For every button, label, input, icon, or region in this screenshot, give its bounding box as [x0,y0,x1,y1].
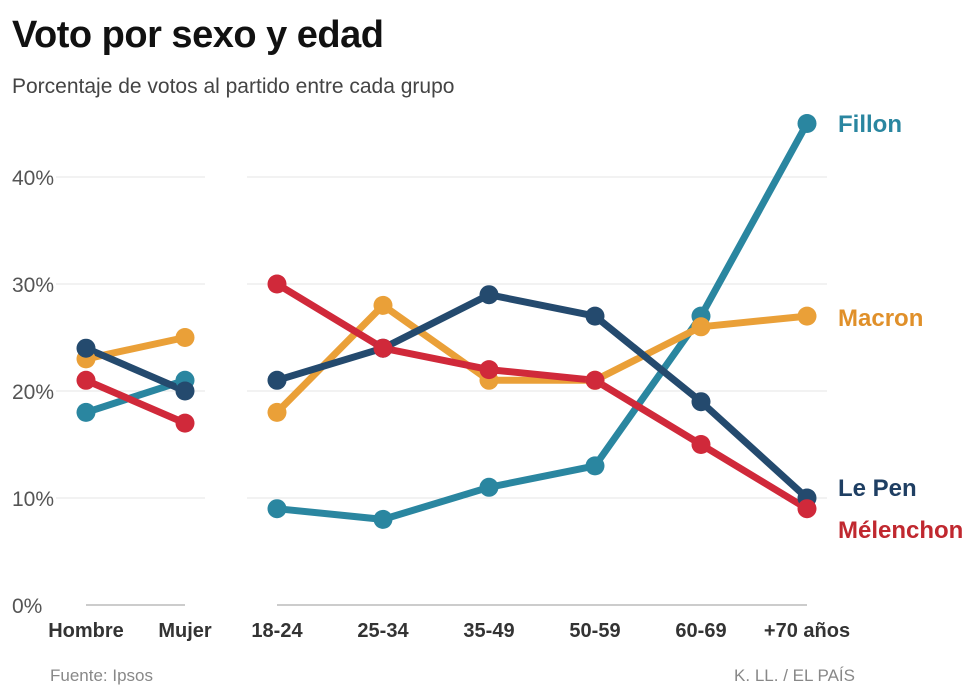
y-tick-label: 0% [12,595,42,618]
data-point [797,114,817,133]
data-point [267,274,287,294]
y-tick-label: 10% [12,488,54,511]
series-label: Fillon [838,111,902,138]
data-point [76,338,96,358]
series-label: Mélenchon [838,517,963,544]
data-point [479,285,499,305]
x-tick-label: Mujer [158,620,212,642]
data-point [585,370,605,390]
data-point [267,402,287,422]
series-label: Macron [838,305,923,332]
data-point [373,295,393,315]
data-point [797,499,817,519]
data-point [585,456,605,476]
source-note: Fuente: Ipsos [50,666,154,685]
chart-title: Voto por sexo y edad [12,14,384,56]
data-point [479,360,499,380]
series-line [273,301,811,416]
series-line [273,120,811,523]
y-tick-label: 40% [12,167,54,190]
x-tick-label: 18-24 [251,620,303,642]
data-point [267,370,287,390]
x-tick-label: 50-59 [569,620,620,642]
data-point [585,306,605,326]
x-tick-label: +70 años [764,620,850,642]
series-line [82,376,189,427]
y-tick-label: 20% [12,381,54,404]
data-point [691,435,711,454]
x-tick-label: 60-69 [675,620,726,642]
data-point [373,338,393,358]
data-point [797,306,817,326]
x-tick-label: 25-34 [357,620,409,642]
series-line [273,291,811,502]
data-point [76,402,96,422]
data-point [76,370,96,390]
data-point [373,509,393,529]
data-point [691,392,711,412]
data-point [175,381,195,401]
chart-subtitle: Porcentaje de votos al partido entre cad… [12,75,455,98]
series-label: Le Pen [838,475,917,502]
credit-note: K. LL. / EL PAÍS [734,666,855,685]
x-tick-label: Hombre [48,620,124,642]
x-tick-label: 35-49 [463,620,514,642]
data-point [175,328,195,347]
series-line [82,344,189,395]
y-tick-label: 30% [12,274,54,297]
data-point [175,413,195,433]
data-point [267,499,287,519]
data-point [479,477,499,497]
series-line [273,280,811,513]
data-point [691,317,711,337]
